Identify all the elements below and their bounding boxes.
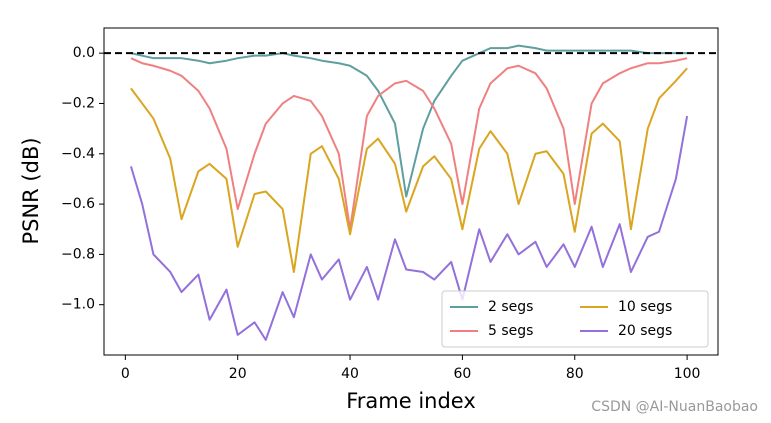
y-tick-label: −1.0	[61, 297, 95, 313]
x-tick-label: 20	[229, 366, 247, 382]
y-axis-title: PSNR (dB)	[19, 137, 43, 244]
x-tick-label: 60	[453, 366, 471, 382]
y-tick-label: 0.0	[73, 45, 95, 61]
x-tick-label: 40	[341, 366, 359, 382]
x-tick-label: 0	[121, 366, 130, 382]
y-tick-label: −0.8	[61, 246, 95, 262]
legend-label: 10 segs	[618, 299, 672, 315]
y-tick-label: −0.2	[61, 95, 95, 111]
series-line	[130, 44, 688, 198]
x-axis-title: Frame index	[346, 389, 476, 413]
y-tick-label: −0.4	[61, 146, 95, 162]
y-tick-label: −0.6	[61, 196, 95, 212]
plot-frame	[103, 27, 719, 356]
legend-label: 2 segs	[488, 299, 533, 315]
watermark: CSDN @AI-NuanBaobao	[591, 399, 758, 415]
x-tick-label: 100	[674, 366, 701, 382]
legend-label: 5 segs	[488, 323, 533, 339]
series-line	[130, 115, 689, 341]
legend-box	[441, 290, 709, 348]
x-tick-label: 80	[566, 366, 584, 382]
legend-label: 20 segs	[618, 323, 672, 339]
series-line	[130, 67, 688, 273]
series-line	[130, 57, 688, 231]
